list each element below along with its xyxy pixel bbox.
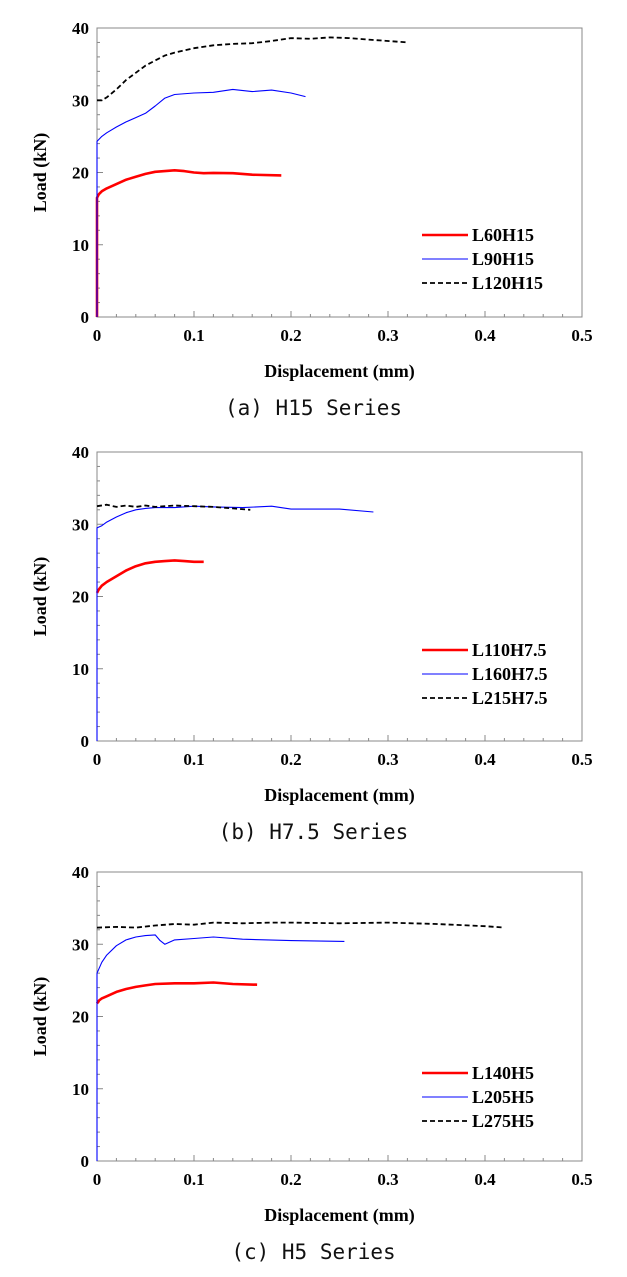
y-tick-label: 40 (72, 19, 89, 38)
legend-label: L110H7.5 (472, 640, 547, 660)
x-tick-label: 0.2 (280, 1170, 301, 1189)
y-axis-label: Load (kN) (30, 557, 51, 637)
x-tick-label: 0.4 (474, 750, 496, 769)
y-tick-label: 30 (72, 515, 89, 534)
series-line-l160h7-5 (96, 505, 374, 741)
y-tick-label: 20 (72, 164, 89, 183)
series-line-l215h7-5 (96, 503, 251, 511)
legend-label: L60H15 (472, 225, 534, 245)
panel-h15: 0 0.1 0.2 0.3 0.4 0.5 0 10 20 30 40 Displacement (m… (0, 0, 627, 425)
series-line-l90h15 (96, 88, 306, 317)
series-line-l60h15 (95, 169, 282, 317)
x-axis-label: Displacement (mm) (264, 361, 414, 382)
y-tick-label: 30 (72, 935, 89, 954)
x-tick-label: 0.5 (571, 750, 592, 769)
x-tick-label: 0.3 (377, 750, 398, 769)
x-tick-label: 0.5 (571, 326, 592, 345)
x-tick-label: 0.4 (474, 326, 496, 345)
legend-label: L140H5 (472, 1063, 534, 1083)
y-tick-label: 20 (72, 1008, 89, 1027)
panel-h5: 0 0.1 0.2 0.3 0.4 0.5 0 10 20 30 40 Displacement (m… (0, 852, 627, 1277)
x-axis-label: Displacement (mm) (264, 1205, 414, 1226)
caption-h15: (a) H15 Series (224, 396, 402, 420)
series-line-l110h7-5 (95, 559, 204, 594)
legend-label: L275H5 (472, 1111, 534, 1131)
legend-label: L160H7.5 (472, 664, 548, 684)
caption-h5: (c) H5 Series (231, 1240, 396, 1264)
caption-h7-5: (b) H7.5 Series (218, 820, 409, 844)
x-axis-label: Displacement (mm) (264, 785, 414, 806)
x-tick-label: 0.3 (377, 1170, 398, 1189)
y-tick-label: 10 (72, 1080, 89, 1099)
y-tick-label: 10 (72, 660, 89, 679)
series-line-l275h5 (96, 921, 505, 929)
legend-label: L215H7.5 (472, 688, 548, 708)
x-tick-label: 0.1 (183, 326, 204, 345)
y-tick-label: 20 (72, 588, 89, 607)
series-line-l120h15 (97, 36, 408, 102)
y-tick-label: 40 (72, 863, 89, 882)
x-tick-label: 0.4 (474, 1170, 496, 1189)
x-tick-label: 0.1 (183, 1170, 204, 1189)
x-tick-label: 0 (93, 750, 102, 769)
chart-h7-5: 0 0.1 0.2 0.3 0.4 0.5 0 10 20 30 40 Displacement (m… (30, 443, 593, 806)
y-axis-label: Load (kN) (30, 133, 51, 213)
x-tick-label: 0 (93, 1170, 102, 1189)
chart-h5: 0 0.1 0.2 0.3 0.4 0.5 0 10 20 30 40 Displacement (m… (30, 863, 593, 1226)
series-line-l205h5 (96, 934, 345, 1161)
legend-label: L205H5 (472, 1087, 534, 1107)
legend-label: L90H15 (472, 249, 534, 269)
y-tick-label: 10 (72, 236, 89, 255)
y-tick-label: 0 (81, 732, 90, 751)
x-tick-label: 0.1 (183, 750, 204, 769)
series-line-l140h5 (95, 981, 258, 1005)
y-tick-label: 0 (81, 308, 90, 327)
y-axis-label: Load (kN) (30, 977, 51, 1057)
x-tick-label: 0 (93, 326, 102, 345)
x-tick-label: 0.2 (280, 750, 301, 769)
y-tick-label: 40 (72, 443, 89, 462)
y-tick-label: 0 (81, 1152, 90, 1171)
panel-h7-5: 0 0.1 0.2 0.3 0.4 0.5 0 10 20 30 40 Displacement (m… (0, 428, 627, 853)
chart-h15: 0 0.1 0.2 0.3 0.4 0.5 0 10 20 30 40 Displacement (m… (30, 19, 593, 382)
legend-label: L120H15 (472, 273, 543, 293)
x-tick-label: 0.3 (377, 326, 398, 345)
x-tick-label: 0.2 (280, 326, 301, 345)
y-tick-label: 30 (72, 91, 89, 110)
x-tick-label: 0.5 (571, 1170, 592, 1189)
